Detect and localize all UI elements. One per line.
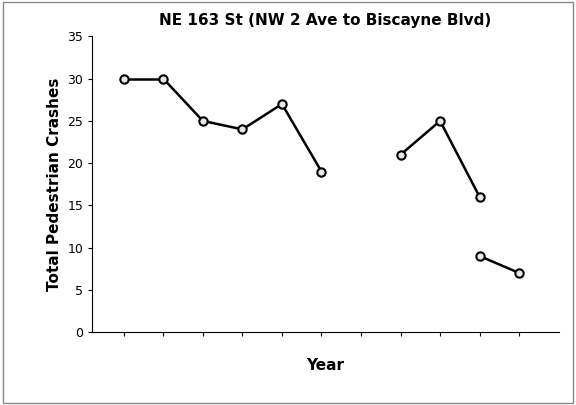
Title: NE 163 St (NW 2 Ave to Biscayne Blvd): NE 163 St (NW 2 Ave to Biscayne Blvd) bbox=[160, 13, 491, 28]
Y-axis label: Total Pedestrian Crashes: Total Pedestrian Crashes bbox=[47, 78, 62, 291]
X-axis label: Year: Year bbox=[306, 358, 344, 373]
